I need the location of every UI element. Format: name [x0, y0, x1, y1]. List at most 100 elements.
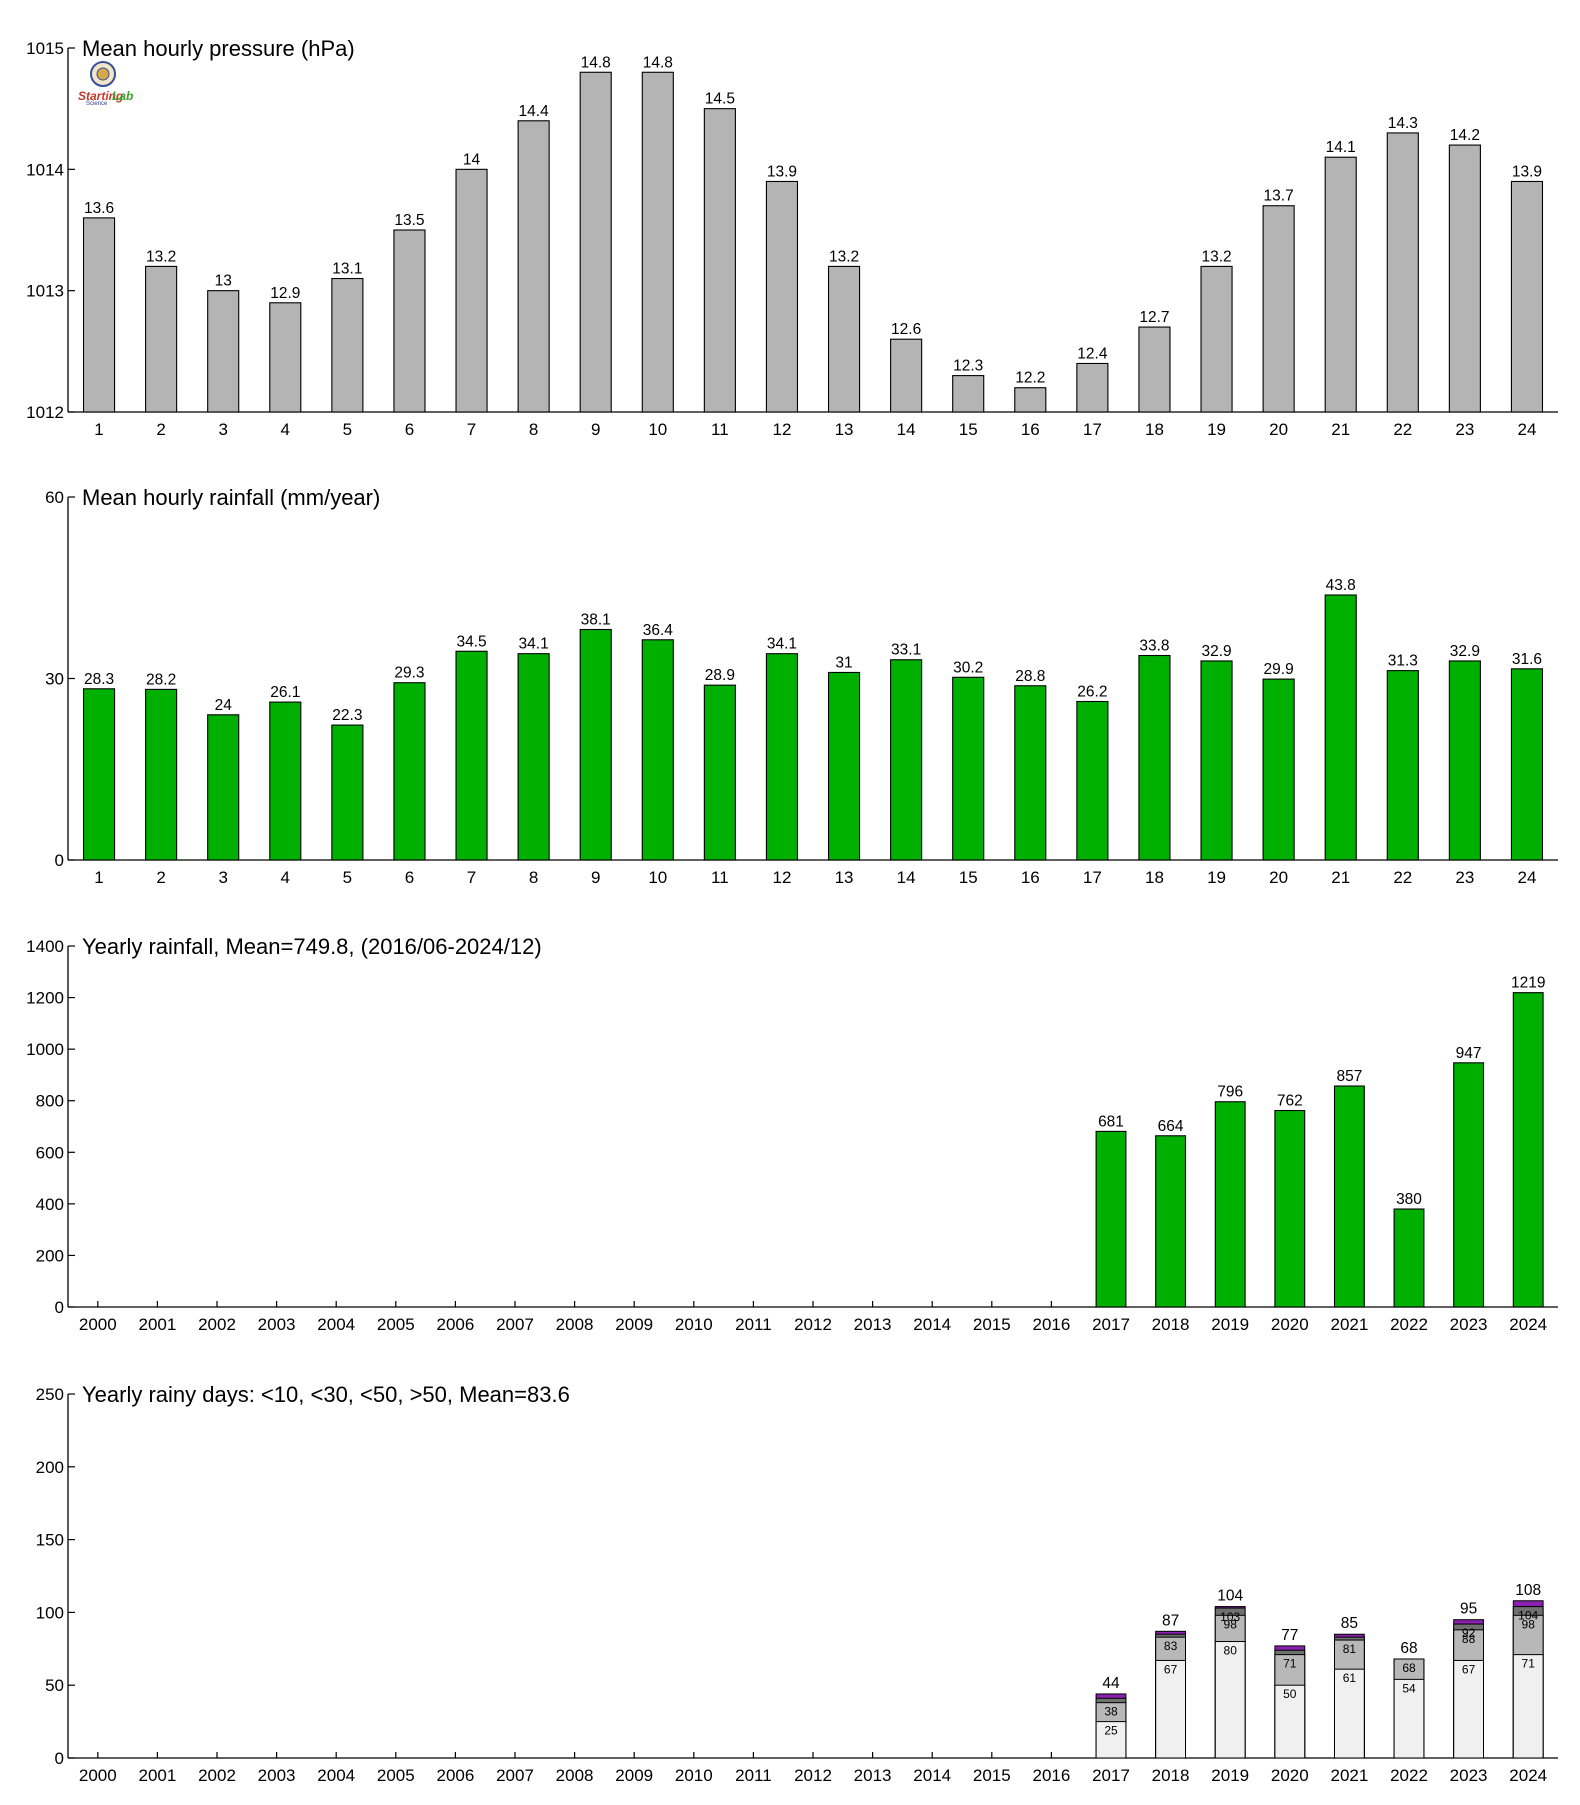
x-tick-label: 22 — [1393, 868, 1412, 887]
bar-value-label: 380 — [1396, 1191, 1422, 1208]
bar-value-label: 32.9 — [1450, 643, 1480, 660]
x-tick-label: 2010 — [675, 1766, 713, 1785]
x-tick-label: 2016 — [1032, 1766, 1070, 1785]
bar-total-label: 77 — [1281, 1627, 1298, 1644]
x-tick-label: 2005 — [377, 1766, 415, 1785]
bar-value-label: 13.9 — [1512, 163, 1542, 180]
bar-value-label: 12.7 — [1139, 309, 1169, 326]
stacked-bar-segment — [1214, 1641, 1246, 1759]
x-tick-label: 2001 — [138, 1766, 176, 1785]
bar — [1214, 1101, 1246, 1308]
x-tick-label: 2013 — [854, 1315, 892, 1334]
bar — [579, 71, 612, 413]
bar-value-label: 29.9 — [1264, 661, 1294, 678]
y-tick-label: 1000 — [26, 1040, 64, 1059]
y-tick-label: 200 — [36, 1458, 64, 1477]
x-tick-label: 6 — [405, 868, 414, 887]
y-tick-label: 0 — [55, 851, 64, 870]
x-tick-label: 2017 — [1092, 1315, 1130, 1334]
bar — [1448, 660, 1481, 861]
bar-total-label: 95 — [1460, 1601, 1477, 1618]
chart-panel-pressure: Mean hourly pressure (hPa)10121013101410… — [26, 36, 1558, 439]
bar — [331, 277, 364, 413]
bar — [1453, 1062, 1485, 1308]
bar — [703, 108, 736, 413]
bar — [1333, 1085, 1365, 1308]
x-tick-label: 21 — [1331, 420, 1350, 439]
x-tick-label: 5 — [343, 420, 352, 439]
bar — [517, 120, 550, 413]
x-tick-label: 14 — [897, 420, 916, 439]
bar-value-label: 33.1 — [891, 642, 921, 659]
bar — [952, 676, 985, 861]
bar-value-label: 14 — [463, 151, 481, 168]
chart-title: Mean hourly rainfall (mm/year) — [82, 485, 380, 510]
chart-panel-yearly-rain: Yearly rainfall, Mean=749.8, (2016/06-20… — [26, 934, 1558, 1334]
bar-value-label: 32.9 — [1201, 643, 1231, 660]
x-tick-label: 7 — [467, 868, 476, 887]
x-tick-label: 2024 — [1509, 1315, 1547, 1334]
x-tick-label: 1 — [94, 420, 103, 439]
bar — [1014, 685, 1047, 861]
x-tick-label: 2021 — [1330, 1766, 1368, 1785]
x-tick-label: 2005 — [377, 1315, 415, 1334]
x-tick-label: 19 — [1207, 420, 1226, 439]
bar-value-label: 12.2 — [1015, 370, 1045, 387]
bar-value-label: 36.4 — [643, 622, 674, 639]
bar — [1512, 992, 1544, 1308]
bar — [765, 653, 799, 861]
y-tick-label: 0 — [55, 1749, 64, 1768]
bar — [455, 168, 488, 413]
bar-value-label: 664 — [1158, 1118, 1184, 1135]
bar — [269, 302, 302, 413]
segment-label: 61 — [1343, 1671, 1357, 1685]
bar — [82, 217, 116, 413]
x-tick-label: 2023 — [1450, 1766, 1488, 1785]
x-tick-label: 9 — [591, 420, 600, 439]
x-tick-label: 2002 — [198, 1315, 236, 1334]
bar-value-label: 681 — [1098, 1113, 1124, 1130]
x-tick-label: 2008 — [556, 1315, 594, 1334]
bar-value-label: 34.1 — [519, 636, 549, 653]
x-tick-label: 2001 — [138, 1315, 176, 1334]
x-tick-label: 4 — [281, 420, 290, 439]
bar-value-label: 14.3 — [1388, 115, 1418, 132]
bar — [145, 265, 178, 413]
y-tick-label: 200 — [36, 1246, 64, 1265]
bar-value-label: 14.2 — [1450, 127, 1480, 144]
y-tick-label: 1200 — [26, 989, 64, 1008]
stacked-bar-segment — [1334, 1668, 1365, 1759]
x-tick-label: 2014 — [913, 1766, 951, 1785]
bar-value-label: 12.3 — [953, 358, 983, 375]
bar-value-label: 947 — [1456, 1045, 1482, 1062]
logo-text-left: Starting — [78, 89, 124, 103]
bar-value-label: 28.8 — [1015, 668, 1045, 685]
segment-label: 71 — [1283, 1657, 1297, 1671]
bar-value-label: 34.1 — [767, 636, 797, 653]
bar-total-label: 104 — [1217, 1588, 1243, 1605]
x-tick-label: 2002 — [198, 1766, 236, 1785]
x-tick-label: 9 — [591, 868, 600, 887]
bar — [1324, 156, 1357, 413]
bar — [145, 688, 178, 861]
segment-label: 92 — [1462, 1626, 1476, 1640]
bar-value-label: 13.2 — [1201, 248, 1231, 265]
bar — [1200, 660, 1233, 861]
x-tick-label: 2007 — [496, 1766, 534, 1785]
segment-label: 83 — [1164, 1639, 1178, 1653]
bar — [952, 375, 985, 413]
bar-value-label: 13 — [215, 273, 232, 290]
y-tick-label: 1015 — [26, 39, 64, 58]
y-tick-label: 100 — [36, 1603, 64, 1622]
bar-value-label: 24 — [215, 697, 233, 714]
x-tick-label: 2004 — [317, 1315, 355, 1334]
bar-total-label: 68 — [1400, 1640, 1417, 1657]
bar — [1510, 180, 1544, 413]
lab-logo: Starting Lab Science — [78, 61, 133, 107]
bar-value-label: 31.6 — [1512, 651, 1542, 668]
stacked-bar-segment — [1453, 1659, 1484, 1759]
bar-value-label: 12.4 — [1077, 345, 1108, 362]
x-tick-label: 2000 — [79, 1315, 117, 1334]
chart-title: Yearly rainfall, Mean=749.8, (2016/06-20… — [82, 934, 542, 959]
